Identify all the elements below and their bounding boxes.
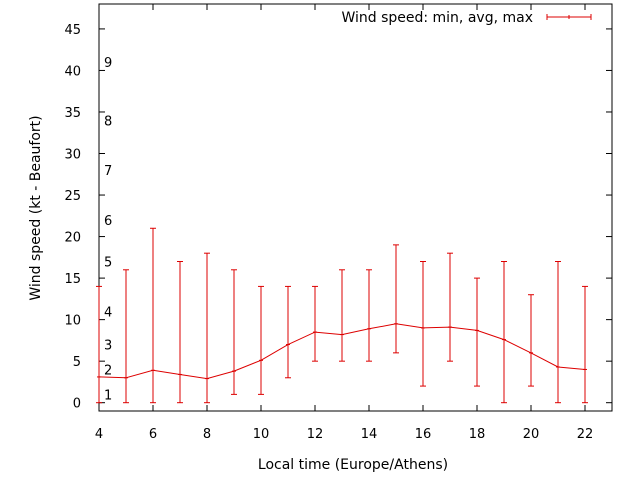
x-axis-label: Local time (Europe/Athens): [258, 457, 448, 473]
x-tick-label: 14: [361, 427, 378, 442]
beaufort-label: 9: [104, 56, 112, 71]
beaufort-label: 5: [104, 255, 112, 270]
beaufort-label: 2: [104, 363, 112, 378]
beaufort-label: 3: [104, 339, 112, 354]
y-tick-label: 30: [64, 148, 81, 163]
legend-label: Wind speed: min, avg, max: [341, 10, 533, 26]
beaufort-label: 8: [104, 114, 112, 129]
beaufort-label: 6: [104, 214, 112, 229]
legend: Wind speed: min, avg, max: [341, 10, 592, 26]
x-tick-label: 12: [307, 427, 324, 442]
y-tick-label: 40: [64, 64, 81, 79]
beaufort-label: 4: [104, 305, 112, 320]
y-tick-label: 35: [64, 106, 81, 121]
y-tick-label: 15: [64, 272, 81, 287]
x-tick-label: 10: [253, 427, 270, 442]
y-tick-label: 45: [64, 23, 81, 38]
x-tick-label: 20: [523, 427, 540, 442]
y-axis-label: Wind speed (kt - Beaufort): [28, 115, 44, 300]
x-tick-label: 8: [203, 427, 211, 442]
beaufort-label: 7: [104, 164, 112, 179]
x-tick-label: 6: [149, 427, 157, 442]
y-tick-label: 5: [73, 355, 81, 370]
y-tick-label: 0: [73, 397, 81, 412]
y-tick-label: 20: [64, 231, 81, 246]
y-tick-label: 10: [64, 314, 81, 329]
x-tick-label: 18: [469, 427, 486, 442]
x-tick-label: 16: [415, 427, 432, 442]
plot-frame: [98, 3, 613, 412]
x-tick-label: 22: [577, 427, 594, 442]
x-tick-label: 4: [95, 427, 103, 442]
y-tick-label: 25: [64, 189, 81, 204]
beaufort-label: 1: [104, 388, 112, 403]
